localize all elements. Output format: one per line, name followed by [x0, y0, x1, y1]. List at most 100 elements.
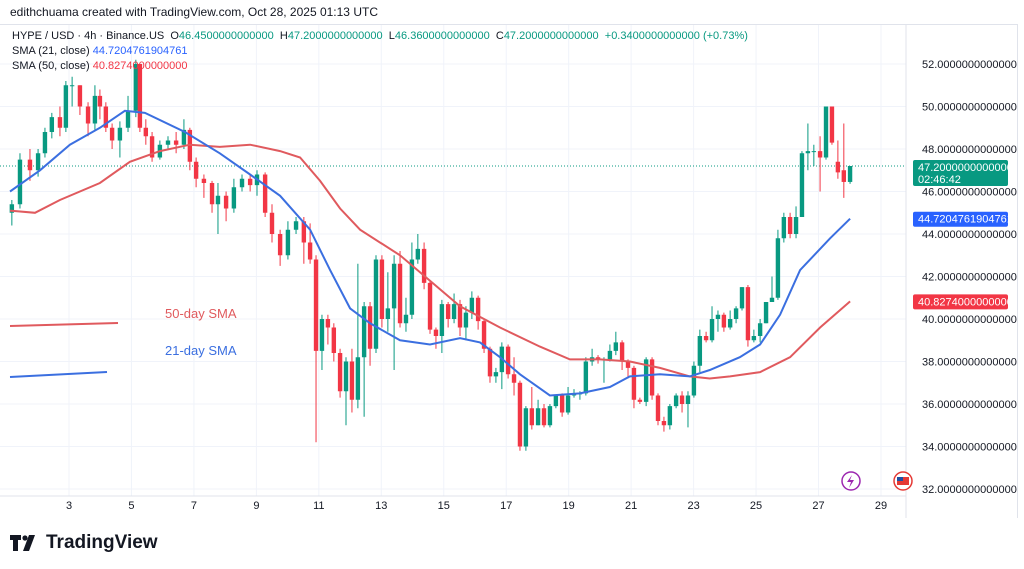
candle-down [661, 421, 667, 426]
sma21-annotation: 21-day SMA [165, 343, 237, 358]
candle-down [137, 64, 143, 128]
candle-down [841, 170, 847, 182]
y-tick-label: 36.0000000000000 [922, 399, 1017, 411]
sma50-label: SMA (50, close) [12, 60, 90, 72]
candle-up [763, 302, 769, 324]
candle-up [451, 304, 457, 319]
candle-down [787, 217, 793, 234]
candle-up [215, 195, 221, 205]
candle-up [535, 408, 541, 426]
candle-up [667, 406, 673, 426]
sma21-line [9, 109, 851, 397]
x-tick-label: 19 [563, 500, 575, 512]
candle-up [805, 151, 811, 154]
candle-up [69, 85, 75, 87]
sma50-line [9, 143, 851, 380]
sma21-value: 44.7204761904761 [92, 45, 188, 57]
symbol-label[interactable]: HYPE / USD · 4h · Binance.US [12, 30, 165, 42]
candle-up [613, 342, 619, 351]
candle-down [631, 367, 637, 400]
candle-down [379, 259, 385, 319]
candle-up [523, 408, 529, 447]
candle-up [673, 395, 679, 407]
candle-up [355, 357, 361, 400]
candle-up [733, 308, 739, 319]
candle-down [57, 117, 63, 128]
y-tick-label: 52.0000000000000 [922, 59, 1017, 71]
x-tick-label: 23 [687, 500, 699, 512]
x-tick-label: 11 [313, 500, 324, 512]
candle-up [35, 153, 41, 171]
candle-down [301, 221, 307, 243]
candle-down [277, 234, 283, 256]
candle-up [811, 151, 817, 153]
candle-down [367, 306, 373, 349]
x-tick-label: 3 [66, 500, 72, 512]
y-tick-label: 48.0000000000000 [922, 144, 1017, 156]
candle-up [17, 159, 23, 205]
candle-up [181, 129, 187, 145]
lightning-icon-glyph [847, 475, 854, 488]
candle-down [103, 106, 109, 128]
candle-down [397, 263, 403, 324]
candle-down [559, 395, 565, 413]
y-tick-label: 42.0000000000000 [922, 272, 1017, 284]
y-tick-label: 46.0000000000000 [922, 187, 1017, 199]
us-flag-canton [897, 477, 903, 481]
candle-down [313, 259, 319, 351]
x-tick-label: 9 [253, 500, 259, 512]
candle-up [769, 297, 775, 302]
candle-down [349, 361, 355, 400]
candle-up [415, 248, 421, 260]
candle-down [109, 127, 115, 141]
candle-down [475, 297, 481, 322]
candle-up [463, 312, 469, 328]
candle-up [403, 314, 409, 324]
candle-up [493, 372, 499, 377]
candle-up [757, 323, 763, 336]
candle-down [511, 374, 517, 383]
candle-up [125, 110, 131, 128]
sma50-price-value: 40.8274000000000 [918, 296, 1013, 308]
candle-down [85, 106, 91, 124]
candle-up [42, 132, 48, 154]
x-tick-label: 29 [875, 500, 887, 512]
candle-down [201, 178, 207, 183]
tradingview-logo[interactable]: TradingView [10, 532, 158, 554]
candle-down [433, 329, 439, 336]
candle-down [487, 348, 493, 377]
candle-down [505, 346, 511, 375]
candle-up [231, 187, 237, 209]
close-label: C [495, 30, 504, 42]
candle-down [655, 395, 661, 421]
candle-down [721, 314, 727, 328]
candle-down [745, 287, 751, 341]
candle-up [739, 287, 745, 309]
candle-up [691, 365, 697, 396]
candle-up [343, 361, 349, 392]
candle-down [829, 106, 835, 143]
candle-down [187, 129, 193, 162]
candle-up [751, 336, 757, 341]
sma50-row[interactable]: SMA (50, close) 40.8274000000000 [12, 59, 748, 74]
candle-down [427, 282, 433, 330]
sma21-row[interactable]: SMA (21, close) 44.7204761904761 [12, 44, 748, 59]
candle-down [27, 159, 33, 171]
y-tick-label: 32.0000000000000 [922, 484, 1017, 496]
y-tick-label: 44.0000000000000 [922, 229, 1017, 241]
x-tick-label: 15 [438, 500, 450, 512]
y-tick-label: 40.0000000000000 [922, 314, 1017, 326]
candle-up [709, 319, 715, 341]
candle-down [421, 248, 427, 283]
candle-down [97, 95, 103, 107]
sma50-price-label [913, 294, 1008, 310]
candle-up [439, 304, 445, 336]
candle-down [193, 161, 199, 179]
low-value: 46.3600000000000 [394, 30, 490, 42]
sma21-label: SMA (21, close) [12, 45, 90, 57]
candle-down [517, 382, 523, 447]
x-tick-label: 5 [128, 500, 134, 512]
candle-down [595, 357, 601, 360]
open-label: O [170, 30, 179, 42]
